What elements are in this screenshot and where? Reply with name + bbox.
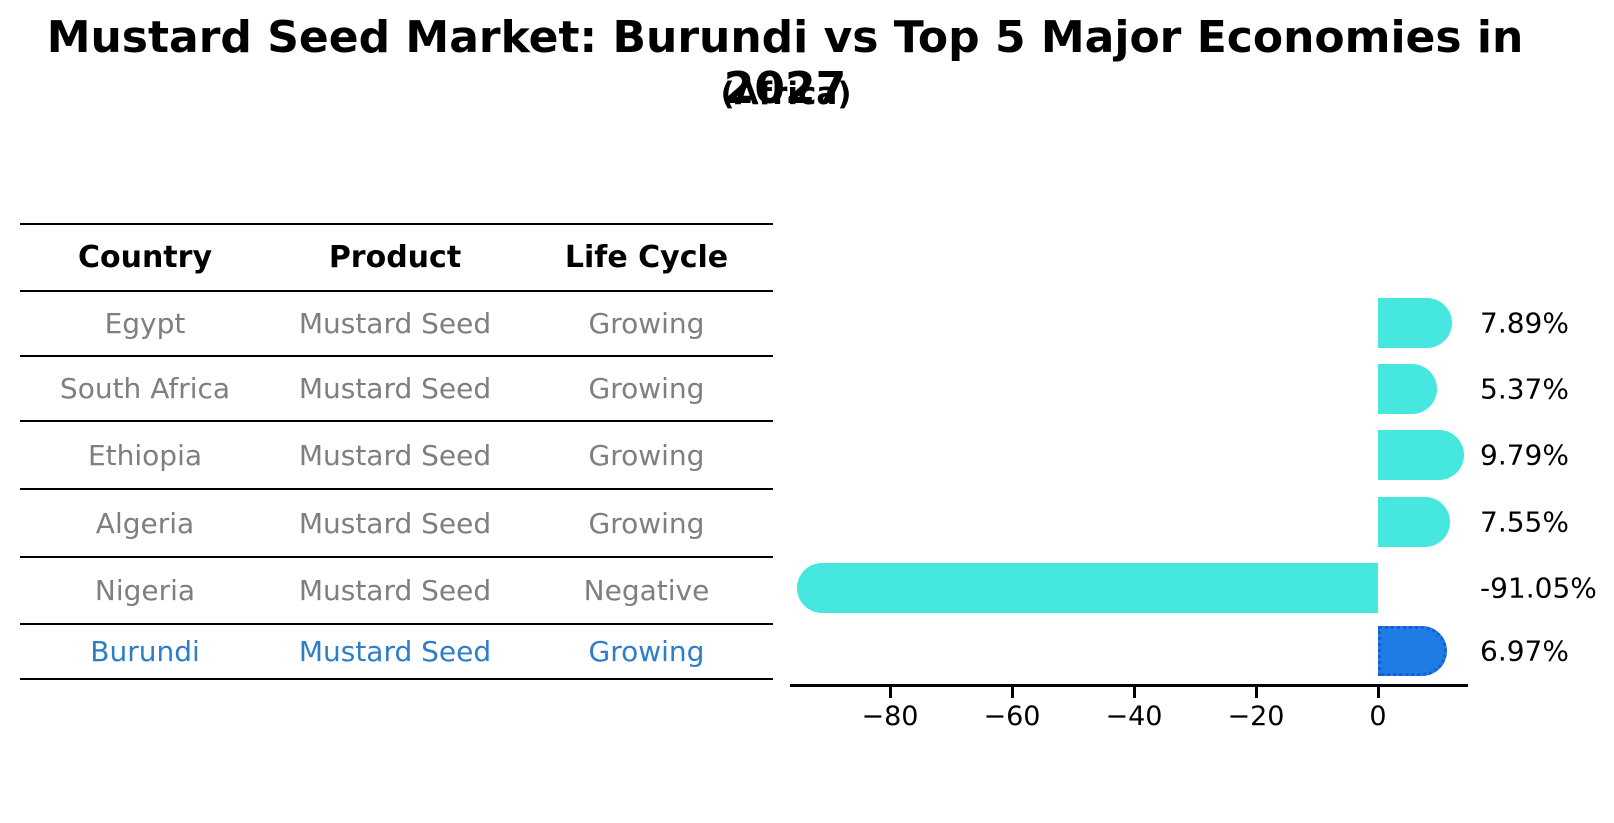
table-row-burundi: Burundi Mustard Seed Growing <box>20 625 773 680</box>
table-row-nigeria: Nigeria Mustard Seed Negative <box>20 558 773 625</box>
x-axis-line <box>790 684 1468 687</box>
cell-life-cycle: Growing <box>588 372 705 405</box>
bar-value-label: 9.79% <box>1480 438 1569 472</box>
bar-value-label: 7.55% <box>1480 505 1569 539</box>
table-row-algeria: Algeria Mustard Seed Growing <box>20 490 773 558</box>
bar-south-africa <box>1378 364 1437 414</box>
x-axis-tick <box>1254 687 1258 698</box>
cell-country: South Africa <box>59 372 231 405</box>
table-row-egypt: Egypt Mustard Seed Growing <box>20 292 773 357</box>
cell-product: Mustard Seed <box>298 372 492 405</box>
x-axis-tick <box>1010 687 1014 698</box>
table-header-row: Country Product Life Cycle <box>20 225 773 292</box>
cell-life-cycle: Negative <box>583 574 710 607</box>
cell-country: Ethiopia <box>87 438 203 472</box>
country-table: Country Product Life Cycle Egypt Mustard… <box>20 223 773 680</box>
cell-product: Mustard Seed <box>298 635 492 668</box>
cell-life-cycle: Growing <box>588 635 705 668</box>
cell-country: Algeria <box>95 506 195 540</box>
page-title: Mustard Seed Market: Burundi vs Top 5 Ma… <box>46 12 1524 114</box>
x-axis-tick <box>888 687 892 698</box>
bar-value-label: -91.05% <box>1480 571 1597 605</box>
cell-life-cycle: Growing <box>588 307 705 340</box>
bar-egypt <box>1378 298 1453 348</box>
cell-country: Nigeria <box>94 574 196 607</box>
x-axis-tick-label: −80 <box>861 701 919 732</box>
bar-nigeria <box>796 563 1378 613</box>
cell-country: Burundi <box>90 635 200 668</box>
x-axis-tick-label: 0 <box>1369 701 1387 732</box>
bar-burundi <box>1378 626 1447 676</box>
x-axis-tick <box>1132 687 1136 698</box>
page-subtitle: (Africa) <box>720 76 852 112</box>
cell-country: Egypt <box>104 307 186 340</box>
cell-product: Mustard Seed <box>298 438 492 472</box>
cell-product: Mustard Seed <box>298 506 492 540</box>
x-axis-tick-label: −40 <box>1105 701 1163 732</box>
cell-product: Mustard Seed <box>298 307 492 340</box>
cell-product: Mustard Seed <box>298 574 492 607</box>
table-header-life-cycle: Life Cycle <box>564 240 729 275</box>
cell-life-cycle: Growing <box>588 506 705 540</box>
bar-value-label: 5.37% <box>1480 372 1569 406</box>
x-axis-tick-label: −20 <box>1227 701 1285 732</box>
table-header-product: Product <box>328 240 462 275</box>
table-row-ethiopia: Ethiopia Mustard Seed Growing <box>20 422 773 490</box>
table-header-country: Country <box>77 240 213 275</box>
bar-value-label: 7.89% <box>1480 306 1569 340</box>
bar-value-label: 6.97% <box>1480 634 1569 668</box>
table-row-south-africa: South Africa Mustard Seed Growing <box>20 357 773 422</box>
bar-algeria <box>1378 497 1451 547</box>
x-axis-tick-label: −60 <box>983 701 1041 732</box>
cell-life-cycle: Growing <box>588 438 705 472</box>
x-axis-tick <box>1376 687 1380 698</box>
bar-ethiopia <box>1378 430 1464 480</box>
